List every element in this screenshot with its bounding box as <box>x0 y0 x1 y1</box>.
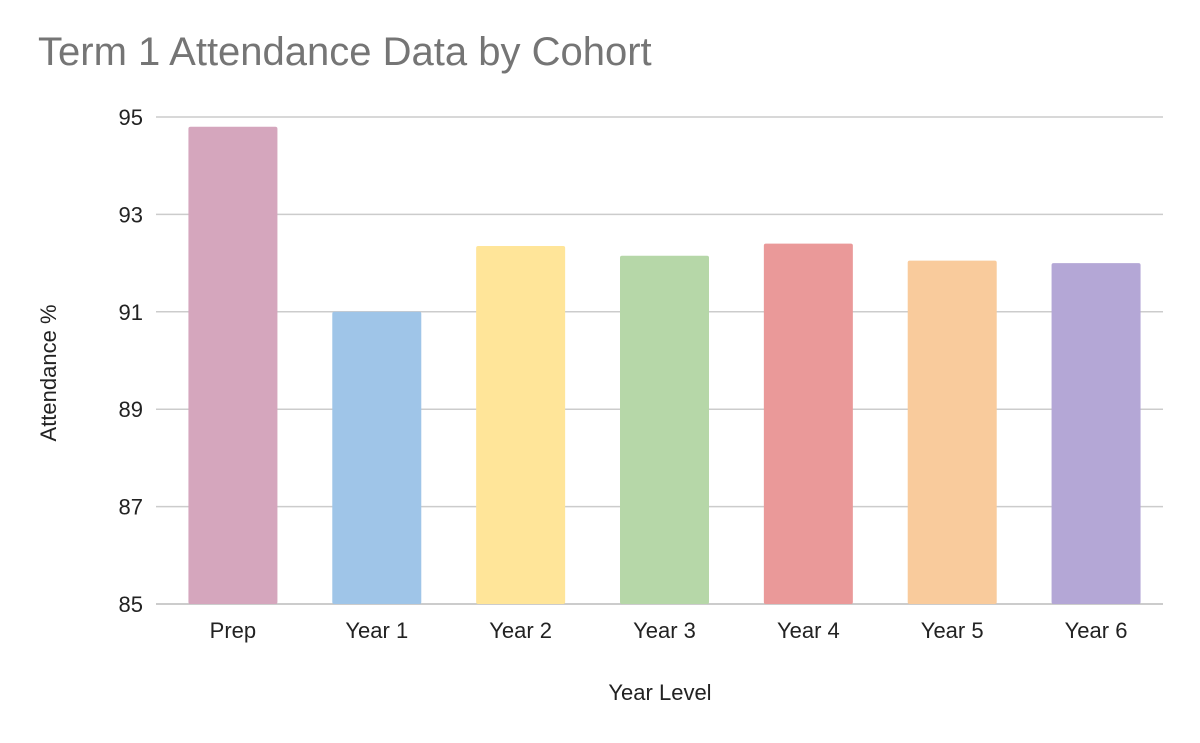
bar-year-3 <box>620 255 709 605</box>
bar-year-2 <box>476 246 566 604</box>
y-tick-label: 91 <box>119 300 143 325</box>
chart-title: Term 1 Attendance Data by Cohort <box>38 30 652 74</box>
bar-year-6 <box>1051 263 1141 604</box>
x-tick-label: Year 2 <box>489 618 552 643</box>
x-tick-label: Prep <box>210 618 256 643</box>
bars <box>188 126 1141 605</box>
y-tick-label: 89 <box>119 397 143 422</box>
x-tick-label: Year 4 <box>777 618 840 643</box>
x-tick-label: Year 1 <box>345 618 408 643</box>
x-tick-label: Year 5 <box>921 618 984 643</box>
y-tick-label: 85 <box>119 592 143 617</box>
x-tick-label: Year 3 <box>633 618 696 643</box>
bar-year-1 <box>332 311 422 604</box>
y-axis-title: Attendance % <box>36 305 61 442</box>
x-axis-ticks: Prep Year 1 Year 2 Year 3 Year 4 Year 5 Year 6 <box>210 618 1128 643</box>
bar-year-5 <box>907 260 997 604</box>
y-tick-label: 95 <box>119 105 143 130</box>
bar-prep <box>188 126 278 605</box>
y-tick-label: 87 <box>119 495 143 520</box>
x-axis-title: Year Level <box>608 680 711 705</box>
y-axis-ticks: 85 87 89 91 93 95 <box>119 105 143 617</box>
x-tick-label: Year 6 <box>1065 618 1128 643</box>
bar-year-4 <box>763 243 853 604</box>
y-tick-label: 93 <box>119 202 143 227</box>
